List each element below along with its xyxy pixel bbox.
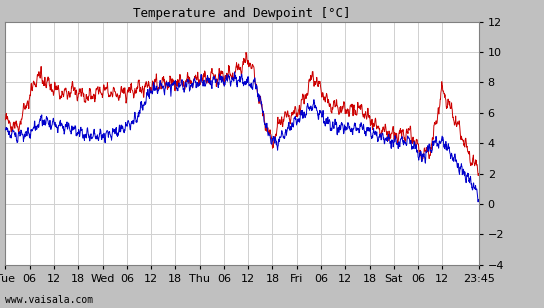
Title: Temperature and Dewpoint [°C]: Temperature and Dewpoint [°C] bbox=[133, 7, 351, 20]
Text: www.vaisala.com: www.vaisala.com bbox=[5, 295, 94, 305]
